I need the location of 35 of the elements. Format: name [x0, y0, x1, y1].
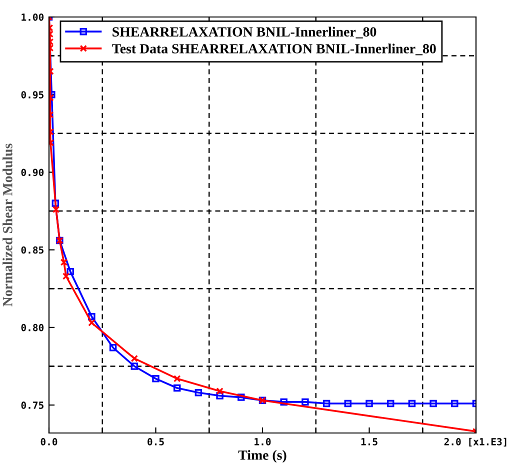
- point: [386, 400, 394, 408]
- x-tick-label: 1.0: [254, 438, 271, 446]
- y-tick-label: 0.75: [21, 402, 44, 409]
- point: [451, 400, 458, 408]
- y-tick-label: 1.00: [22, 13, 44, 21]
- point: [130, 362, 138, 370]
- y-tick-label: 0.90: [21, 168, 44, 176]
- point: [430, 400, 437, 408]
- point: [216, 392, 224, 400]
- point: [322, 400, 330, 408]
- x-axis-title: Time (s): [238, 450, 286, 463]
- point: [66, 268, 74, 276]
- legend-label: Test Data SHEARRELAXATION BNIL-Innerliner_80: [112, 44, 436, 56]
- y-tick-label: 0.85: [21, 246, 44, 254]
- point: [238, 394, 245, 401]
- point: [194, 389, 202, 396]
- point: [52, 200, 60, 207]
- x-tick-label: 0.0: [40, 438, 58, 446]
- point: [109, 344, 117, 352]
- point: [88, 312, 96, 320]
- point: [408, 400, 416, 408]
- y-axis-title: Normalized Shear Modulus: [2, 144, 12, 306]
- point: [280, 398, 288, 406]
- point: [152, 375, 160, 382]
- point: [173, 384, 181, 392]
- point: [344, 400, 352, 408]
- legend-label: SHEARRELAXATION BNIL-Innerliner_80: [112, 26, 376, 38]
- x-tick-label: 0.5: [148, 438, 164, 446]
- point: [366, 400, 373, 408]
- x-tick-label: 2.0 [x1.E3]: [444, 438, 506, 447]
- x-tick-label: 1.5: [361, 438, 378, 446]
- y-tick-label: 0.80: [21, 324, 44, 332]
- point: [302, 398, 309, 406]
- y-tick-label: 0.95: [21, 91, 44, 98]
- point: [49, 139, 54, 146]
